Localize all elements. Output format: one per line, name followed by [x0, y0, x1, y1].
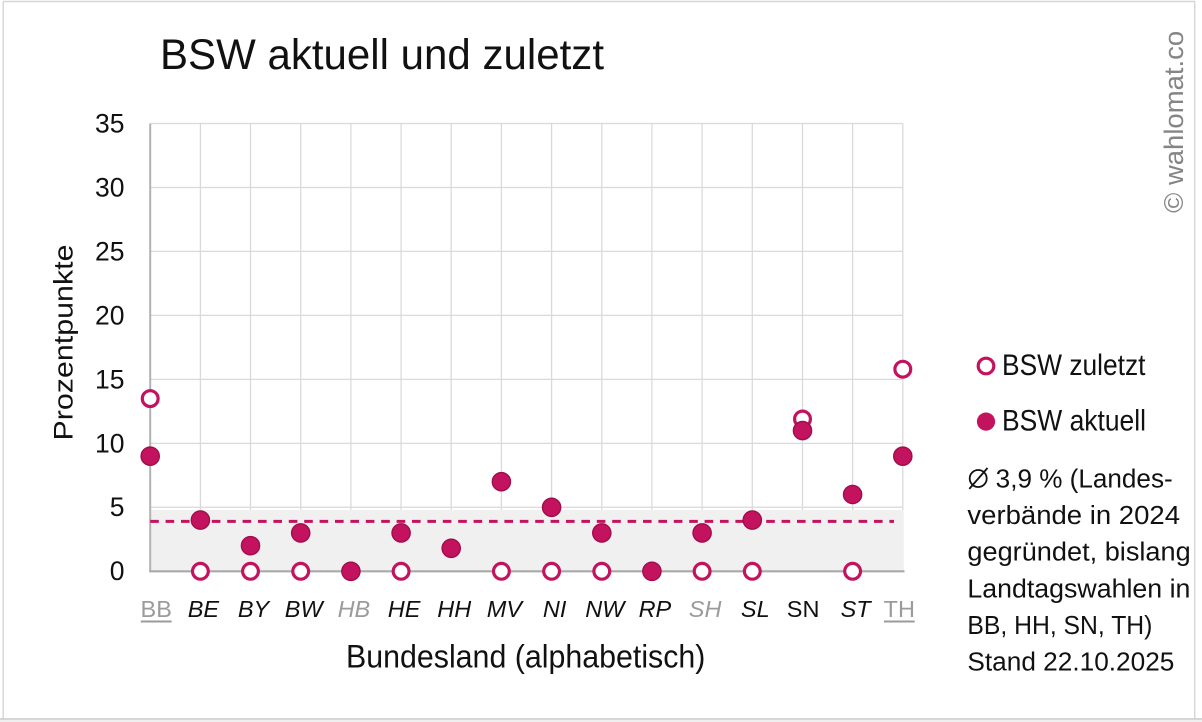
- svg-text:RP: RP: [639, 596, 672, 622]
- svg-text:TH: TH: [884, 596, 915, 622]
- svg-text:Bundesland (alphabetisch): Bundesland (alphabetisch): [346, 639, 705, 675]
- svg-text:SL: SL: [741, 596, 770, 622]
- svg-text:gegründet, bislang: gegründet, bislang: [967, 539, 1190, 567]
- svg-text:HB: HB: [338, 596, 371, 622]
- svg-text:10: 10: [95, 428, 124, 458]
- svg-text:35: 35: [95, 108, 124, 138]
- svg-text:5: 5: [110, 492, 125, 522]
- svg-text:BB, HH, SN, TH): BB, HH, SN, TH): [967, 612, 1152, 640]
- svg-text:NW: NW: [585, 596, 627, 622]
- svg-text:BSW zuletzt: BSW zuletzt: [1002, 349, 1146, 382]
- svg-text:15: 15: [95, 364, 124, 394]
- svg-text:HH: HH: [437, 596, 471, 622]
- svg-text:25: 25: [95, 236, 124, 266]
- svg-text:SH: SH: [689, 596, 722, 622]
- svg-text:BB: BB: [141, 596, 172, 622]
- svg-text:BE: BE: [188, 596, 220, 622]
- svg-text:BSW aktuell und zuletzt: BSW aktuell und zuletzt: [160, 31, 604, 79]
- svg-text:BW: BW: [285, 596, 326, 622]
- svg-text:BY: BY: [238, 596, 272, 622]
- svg-text:3,9 % (Landes-: 3,9 % (Landes-: [996, 466, 1173, 494]
- svg-text:ST: ST: [841, 596, 873, 622]
- svg-text:HE: HE: [388, 596, 421, 622]
- svg-text:Landtagswahlen in: Landtagswahlen in: [967, 575, 1190, 603]
- svg-text:Stand 22.10.2025: Stand 22.10.2025: [967, 649, 1174, 677]
- svg-text:NI: NI: [543, 596, 567, 622]
- svg-text:SN: SN: [787, 596, 820, 622]
- svg-text:MV: MV: [487, 596, 525, 622]
- svg-text:30: 30: [95, 172, 124, 202]
- svg-text:Prozentpunkte: Prozentpunkte: [49, 245, 79, 441]
- svg-text:verbände in 2024: verbände in 2024: [967, 502, 1180, 530]
- svg-text:BSW aktuell: BSW aktuell: [1002, 405, 1146, 438]
- svg-text:0: 0: [110, 556, 125, 586]
- svg-text:© wahlomat.co: © wahlomat.co: [1159, 31, 1189, 213]
- svg-text:20: 20: [95, 300, 124, 330]
